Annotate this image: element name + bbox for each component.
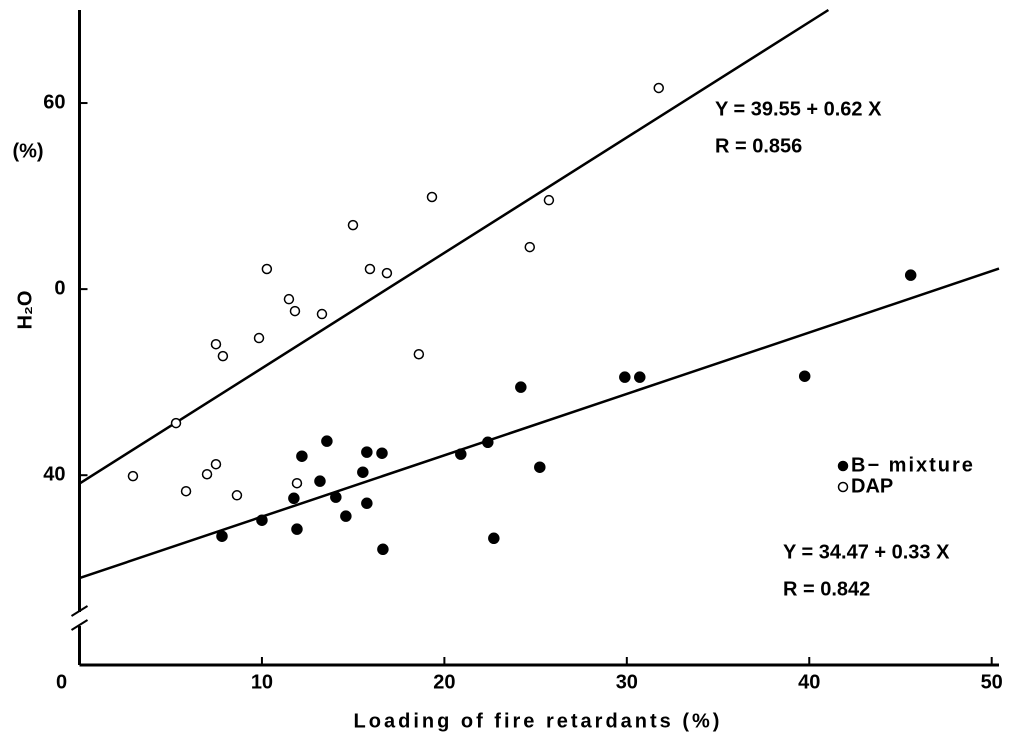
- legend-label: B− mixture: [851, 454, 975, 476]
- x-tick-label: 20: [433, 671, 455, 693]
- data-point: [316, 308, 328, 320]
- data-point: [653, 82, 664, 94]
- data-point: [289, 305, 301, 317]
- data-point: [127, 470, 139, 482]
- x-tick-label: 50: [981, 671, 1003, 693]
- fit-line: [78, 8, 830, 485]
- data-point: [314, 475, 326, 487]
- data-point: [330, 491, 342, 503]
- data-point: [357, 466, 369, 478]
- data-point: [253, 332, 265, 344]
- fit-r-value: R = 0.842: [783, 578, 870, 600]
- data-point: [798, 370, 811, 382]
- data-point: [488, 532, 500, 545]
- data-point: [455, 448, 467, 460]
- data-point: [543, 194, 555, 206]
- data-point: [634, 371, 646, 383]
- data-point: [321, 435, 333, 447]
- data-point: [413, 348, 425, 360]
- data-point: [361, 497, 373, 510]
- fit-equation: Y = 39.55 + 0.62 X: [715, 98, 882, 120]
- y-tick-label: 40: [43, 463, 65, 485]
- data-point: [364, 263, 376, 275]
- data-point: [210, 338, 222, 350]
- data-point: [231, 490, 243, 501]
- data-point: [288, 492, 300, 505]
- data-point: [180, 485, 192, 497]
- data-point: [904, 269, 917, 281]
- data-point: [361, 446, 373, 458]
- data-point: [170, 417, 182, 429]
- legend-marker: [837, 460, 849, 472]
- data-point: [482, 436, 494, 449]
- fit-r-value: R = 0.856: [715, 135, 802, 157]
- data-point: [217, 350, 229, 362]
- data-point: [524, 241, 536, 253]
- data-point: [619, 371, 631, 383]
- data-point: [347, 219, 359, 231]
- x-tick-label: 30: [616, 671, 638, 693]
- x-tick-label: 40: [798, 671, 820, 693]
- data-point: [296, 450, 308, 462]
- data-point: [377, 543, 389, 556]
- axis-break-gap: [75, 612, 84, 626]
- axis-break: [70, 605, 89, 617]
- data-point: [376, 447, 388, 459]
- data-point: [381, 267, 393, 279]
- data-point: [340, 510, 352, 522]
- y-tick-label: 60: [43, 91, 65, 113]
- data-point: [534, 461, 546, 473]
- x-tick-label: 10: [251, 671, 273, 693]
- y-axis-label: H₂O: [14, 291, 36, 330]
- data-point: [216, 530, 228, 542]
- data-point: [261, 263, 273, 275]
- data-point: [201, 469, 213, 480]
- axis-break: [70, 619, 89, 631]
- data-point: [426, 191, 438, 203]
- x-axis-label: Loading of fire retardants (%): [354, 710, 723, 732]
- x-tick-label: 0: [56, 671, 67, 693]
- fit-equation: Y = 34.47 + 0.33 X: [783, 541, 950, 563]
- data-point: [515, 381, 527, 393]
- legend-label: DAP: [851, 475, 893, 497]
- data-point: [210, 458, 222, 470]
- data-point: [291, 477, 303, 489]
- data-point: [283, 293, 295, 305]
- data-point: [256, 514, 268, 526]
- y-tick-label: 0: [54, 277, 65, 299]
- legend-marker: [837, 481, 849, 493]
- fit-line: [79, 267, 1000, 580]
- y-unit-label: (%): [12, 140, 43, 162]
- data-point: [291, 523, 303, 535]
